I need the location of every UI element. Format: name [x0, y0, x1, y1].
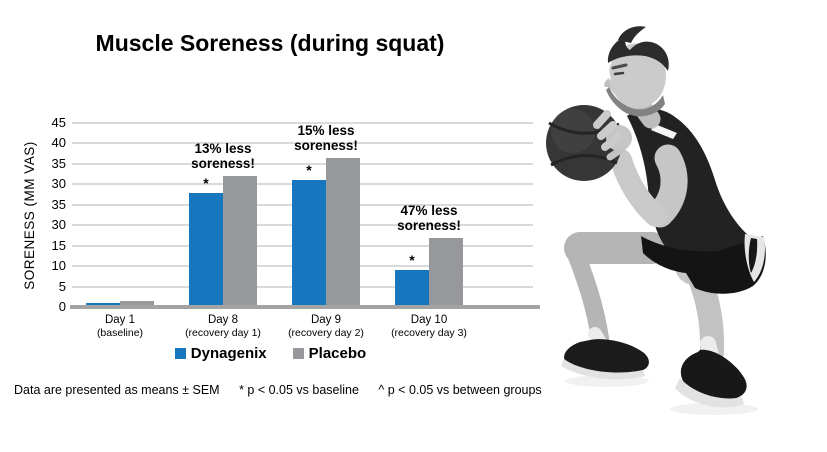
athlete-photo [546, 26, 766, 415]
legend-item-placebo: Placebo [292, 345, 367, 362]
athlete-hair [607, 36, 669, 71]
y-tick-label: 30 [51, 176, 66, 192]
x-tick-label: Day 10 (recovery day 3) [354, 313, 504, 340]
footnote-star: * p < 0.05 vs baseline [239, 383, 359, 397]
athlete-head [605, 43, 666, 109]
x-tick-line1: Day 10 [410, 314, 448, 326]
athlete-left-sole [561, 359, 645, 380]
bar-chart-plot-area: 0 5 10 15 30 35 30 35 40 45 * * * 13% less soreness! 15… [52, 116, 540, 339]
finger [593, 110, 611, 129]
annotation-line: soreness! [191, 156, 255, 172]
athlete-far-shin [567, 245, 609, 347]
footnote-means: Data are presented as means ± SEM [14, 383, 220, 397]
x-tick-label: Day 8 (recovery day 1) [148, 313, 298, 340]
annotation: 15% less soreness! [256, 123, 396, 153]
y-tick-label: 15 [51, 237, 66, 253]
bar-dynagenix [395, 270, 429, 307]
y-tick-label: 40 [51, 135, 66, 151]
athlete-eyebrow [611, 63, 628, 70]
y-tick-label: 0 [58, 299, 66, 314]
shorts-panel-stripe [748, 238, 758, 273]
x-tick-line2: (recovery day 3) [391, 327, 467, 339]
bar-dynagenix [292, 180, 326, 307]
athlete-hair-quiff [618, 26, 646, 43]
annotation-line: 13% less [194, 141, 252, 157]
legend-label: Dynagenix [190, 345, 267, 362]
annotation-line: soreness! [397, 217, 461, 233]
shirt-stripe [651, 124, 677, 139]
y-tick-label: 30 [51, 217, 66, 233]
athlete-forearm [610, 149, 667, 227]
bar-placebo [223, 176, 257, 307]
bar-dynagenix [86, 302, 120, 307]
annotation-line: 47% less [400, 202, 458, 218]
x-tick-label: Day 9 (recovery day 2) [251, 313, 401, 340]
gridline [72, 162, 533, 165]
legend-swatch [174, 348, 186, 359]
annotation: 47% less soreness! [359, 203, 499, 233]
annotation-line: soreness! [294, 137, 358, 153]
x-axis-baseline [70, 305, 540, 309]
significance-asterisk: * [409, 252, 415, 269]
y-axis-title-text: SORENESS (MM VAS) [21, 140, 37, 290]
x-tick-line1: Day 1 [104, 314, 136, 326]
finger [597, 121, 617, 140]
y-tick-label: 45 [51, 115, 66, 130]
footnote-caret: ^ p < 0.05 vs between groups [378, 383, 542, 397]
athlete-right-sole [675, 378, 744, 408]
gridline [72, 142, 533, 145]
athlete-right-shoe [680, 349, 747, 400]
bar-dynagenix [189, 192, 223, 307]
footnote: Data are presented as means ± SEM * p < … [14, 383, 558, 397]
x-tick-line2: (recovery day 1) [185, 327, 261, 339]
y-tick-label: 35 [51, 155, 66, 171]
bar-placebo [429, 237, 463, 307]
legend-label: Placebo [308, 345, 367, 362]
athlete-eye [613, 71, 625, 76]
athlete-left-shoe [564, 339, 649, 374]
finger [606, 145, 626, 161]
athlete-upper-arm [646, 144, 688, 228]
gridline [72, 122, 533, 124]
x-tick-line2: (recovery day 2) [288, 327, 364, 339]
bar-placebo [120, 300, 154, 307]
y-tick-label: 5 [58, 278, 66, 294]
y-tick-label: 10 [51, 258, 66, 274]
chart-legend: Dynagenix Placebo [40, 345, 501, 362]
athlete-beard [606, 87, 665, 117]
bar-placebo [326, 157, 360, 307]
legend-item-dynagenix: Dynagenix [174, 345, 267, 362]
chart-title: Muscle Soreness (during squat) [95, 30, 445, 56]
athlete-nose [604, 78, 611, 87]
x-tick-line1: Day 9 [310, 314, 342, 326]
legend-swatch [292, 348, 304, 359]
x-tick-label: Day 1 (baseline) [45, 313, 195, 340]
annotation-line: 15% less [297, 122, 355, 138]
y-tick-label: 35 [51, 196, 66, 212]
x-tick-line2: (baseline) [96, 327, 144, 339]
annotation: 13% less soreness! [153, 141, 293, 171]
athlete-shorts [641, 236, 766, 294]
significance-asterisk: * [306, 162, 312, 179]
significance-asterisk: * [203, 174, 209, 191]
finger [601, 133, 622, 151]
x-tick-line1: Day 8 [207, 314, 239, 326]
